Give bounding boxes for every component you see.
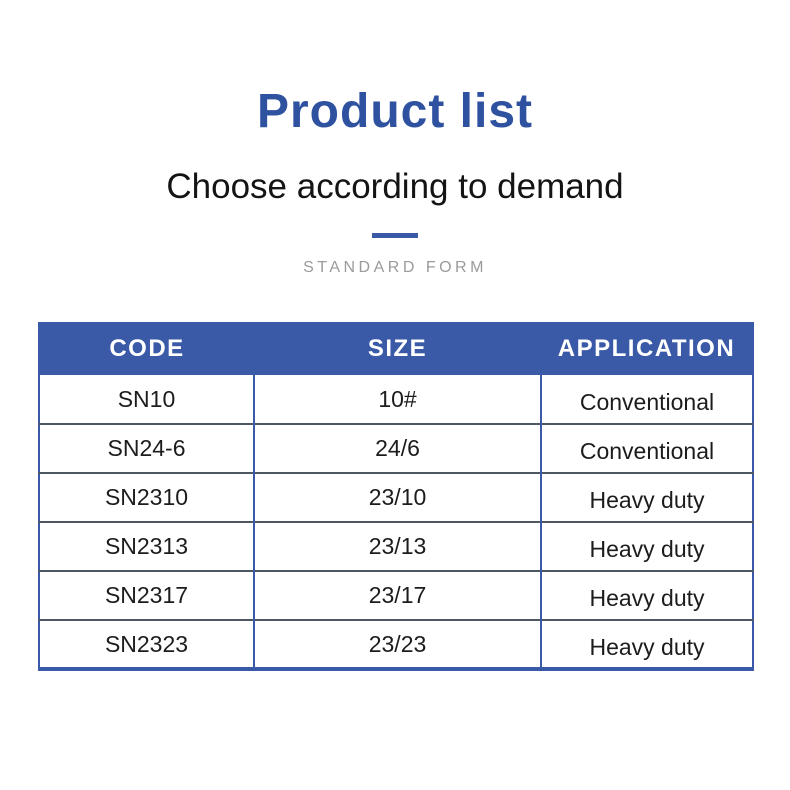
- cell-size: 24/6: [253, 423, 541, 473]
- table-row: SN2310 23/10 Heavy duty: [39, 472, 753, 522]
- table-row: SN2323 23/23 Heavy duty: [39, 619, 753, 669]
- cell-application: Heavy duty: [540, 570, 753, 620]
- cell-application: Heavy duty: [540, 521, 753, 571]
- cell-size: 23/17: [253, 570, 541, 620]
- section-label: STANDARD FORM: [303, 259, 487, 276]
- cell-size: 23/13: [253, 521, 541, 571]
- cell-size: 23/10: [253, 472, 541, 522]
- table-body: SN10 10# Conventional SN24-6 24/6 Conventiona…: [39, 375, 753, 669]
- page-title: Product list: [256, 85, 534, 138]
- table-row: SN2317 23/17 Heavy duty: [39, 570, 753, 620]
- cell-code: SN10: [39, 375, 254, 424]
- product-table: CODE SIZE APPLICATION SN10 10# Conventiona…: [38, 322, 754, 671]
- column-header-application: APPLICATION: [541, 322, 753, 375]
- table-row: SN10 10# Conventional: [39, 375, 753, 424]
- column-header-size: SIZE: [254, 322, 541, 375]
- cell-code: SN2317: [39, 570, 254, 620]
- cell-application: Conventional: [540, 375, 753, 424]
- cell-application: Heavy duty: [540, 472, 753, 522]
- cell-size: 10#: [253, 375, 541, 424]
- cell-code: SN2310: [39, 472, 254, 522]
- cell-size: 23/23: [253, 619, 541, 669]
- table-row: SN2313 23/13 Heavy duty: [39, 521, 753, 571]
- cell-code: SN2313: [39, 521, 254, 571]
- table-header-row: CODE SIZE APPLICATION: [39, 322, 753, 375]
- table-row: SN24-6 24/6 Conventional: [39, 423, 753, 473]
- cell-application: Conventional: [540, 423, 753, 473]
- column-header-code: CODE: [39, 322, 254, 375]
- accent-divider: [372, 233, 418, 238]
- page-subtitle: Choose according to demand: [166, 167, 624, 206]
- cell-code: SN2323: [39, 619, 254, 669]
- cell-code: SN24-6: [39, 423, 254, 473]
- cell-application: Heavy duty: [540, 619, 753, 669]
